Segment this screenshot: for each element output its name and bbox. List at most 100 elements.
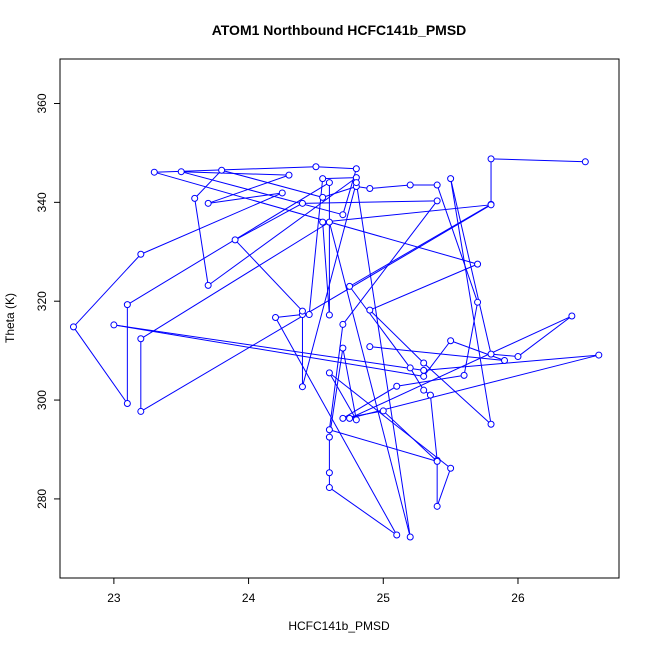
series-segment: [127, 182, 330, 306]
series-segment: [207, 177, 357, 286]
data-point: [487, 420, 495, 428]
data-point: [501, 357, 509, 365]
series-segment: [369, 184, 411, 190]
data-point: [177, 168, 185, 176]
series-segment: [234, 239, 303, 312]
data-point: [339, 320, 347, 328]
series-segment: [73, 326, 128, 404]
data-point: [325, 433, 333, 441]
series-segment: [450, 340, 505, 361]
data-point: [487, 350, 495, 358]
y-tick-label: 320: [35, 291, 49, 311]
series-segment: [369, 309, 425, 364]
series-points: [69, 155, 603, 541]
series-segment: [329, 372, 451, 469]
x-axis: 23 24 25 26: [107, 577, 525, 605]
data-point: [325, 218, 333, 226]
y-tick-label: 300: [35, 390, 49, 410]
data-point: [366, 306, 374, 314]
series-segment: [113, 324, 424, 371]
data-point: [339, 344, 347, 352]
data-point: [285, 171, 293, 179]
data-point: [339, 414, 347, 422]
data-point: [312, 163, 320, 171]
data-point: [325, 311, 333, 319]
series-segment: [423, 362, 492, 425]
series-segment: [140, 221, 330, 340]
data-point: [305, 311, 313, 319]
x-axis-label: HCFC141b_PMSD: [288, 619, 390, 633]
data-point: [447, 464, 455, 472]
series-segment: [328, 221, 411, 538]
data-point: [339, 211, 347, 219]
data-point: [514, 353, 522, 361]
series-segment: [154, 171, 478, 265]
y-tick-label: 340: [35, 192, 49, 212]
series-segment: [450, 178, 492, 355]
series-segment: [113, 324, 424, 377]
data-point: [406, 533, 414, 541]
series-segment: [322, 186, 357, 198]
series-segment: [436, 184, 479, 303]
series-segment: [369, 263, 478, 311]
data-point: [366, 343, 374, 351]
series-segment: [302, 200, 438, 204]
data-point: [352, 416, 360, 424]
data-point: [123, 400, 131, 408]
plot-frame: [59, 58, 620, 579]
series-segment: [181, 171, 343, 216]
data-point: [325, 426, 333, 434]
data-point: [352, 179, 360, 187]
data-point: [406, 364, 414, 372]
data-point: [568, 312, 576, 320]
series-segment: [409, 367, 425, 391]
series-segment: [194, 198, 209, 286]
series-segment: [423, 340, 452, 377]
data-point: [379, 407, 387, 415]
series-segment: [275, 317, 398, 536]
series-segment: [181, 171, 290, 176]
data-point: [150, 168, 158, 176]
data-point: [325, 179, 333, 187]
data-point: [460, 371, 468, 379]
data-point: [319, 218, 327, 226]
series-segment: [463, 302, 479, 376]
series-segment: [450, 178, 492, 425]
data-point: [447, 175, 455, 183]
data-point: [325, 484, 333, 492]
series-segment: [329, 429, 438, 462]
x-tick-label: 24: [242, 591, 256, 605]
data-point: [137, 407, 145, 415]
data-point: [433, 502, 441, 510]
data-point: [487, 201, 495, 209]
series-lines: [73, 158, 599, 538]
data-point: [426, 391, 434, 399]
data-point: [474, 260, 482, 268]
series-segment: [369, 346, 505, 362]
series-segment: [429, 395, 438, 461]
series-segment: [194, 169, 222, 199]
series-segment: [436, 468, 452, 507]
y-axis: 280 300 320 340 360: [35, 93, 61, 509]
data-point: [137, 250, 145, 258]
series-segment: [342, 348, 357, 420]
data-point: [420, 359, 428, 367]
data-point: [298, 383, 306, 391]
data-point: [595, 351, 603, 359]
series-segment: [423, 354, 599, 371]
series-segment: [234, 202, 303, 241]
data-point: [352, 165, 360, 173]
series-segment: [491, 158, 586, 163]
data-point: [319, 175, 327, 183]
series-segment: [221, 169, 323, 198]
series-segment: [315, 166, 357, 170]
data-point: [137, 335, 145, 343]
series-segment: [517, 315, 573, 357]
series-segment: [140, 204, 492, 412]
data-point: [433, 457, 441, 465]
data-point: [191, 194, 199, 202]
data-point: [474, 298, 482, 306]
data-point: [325, 369, 333, 377]
series-segment: [322, 222, 330, 316]
